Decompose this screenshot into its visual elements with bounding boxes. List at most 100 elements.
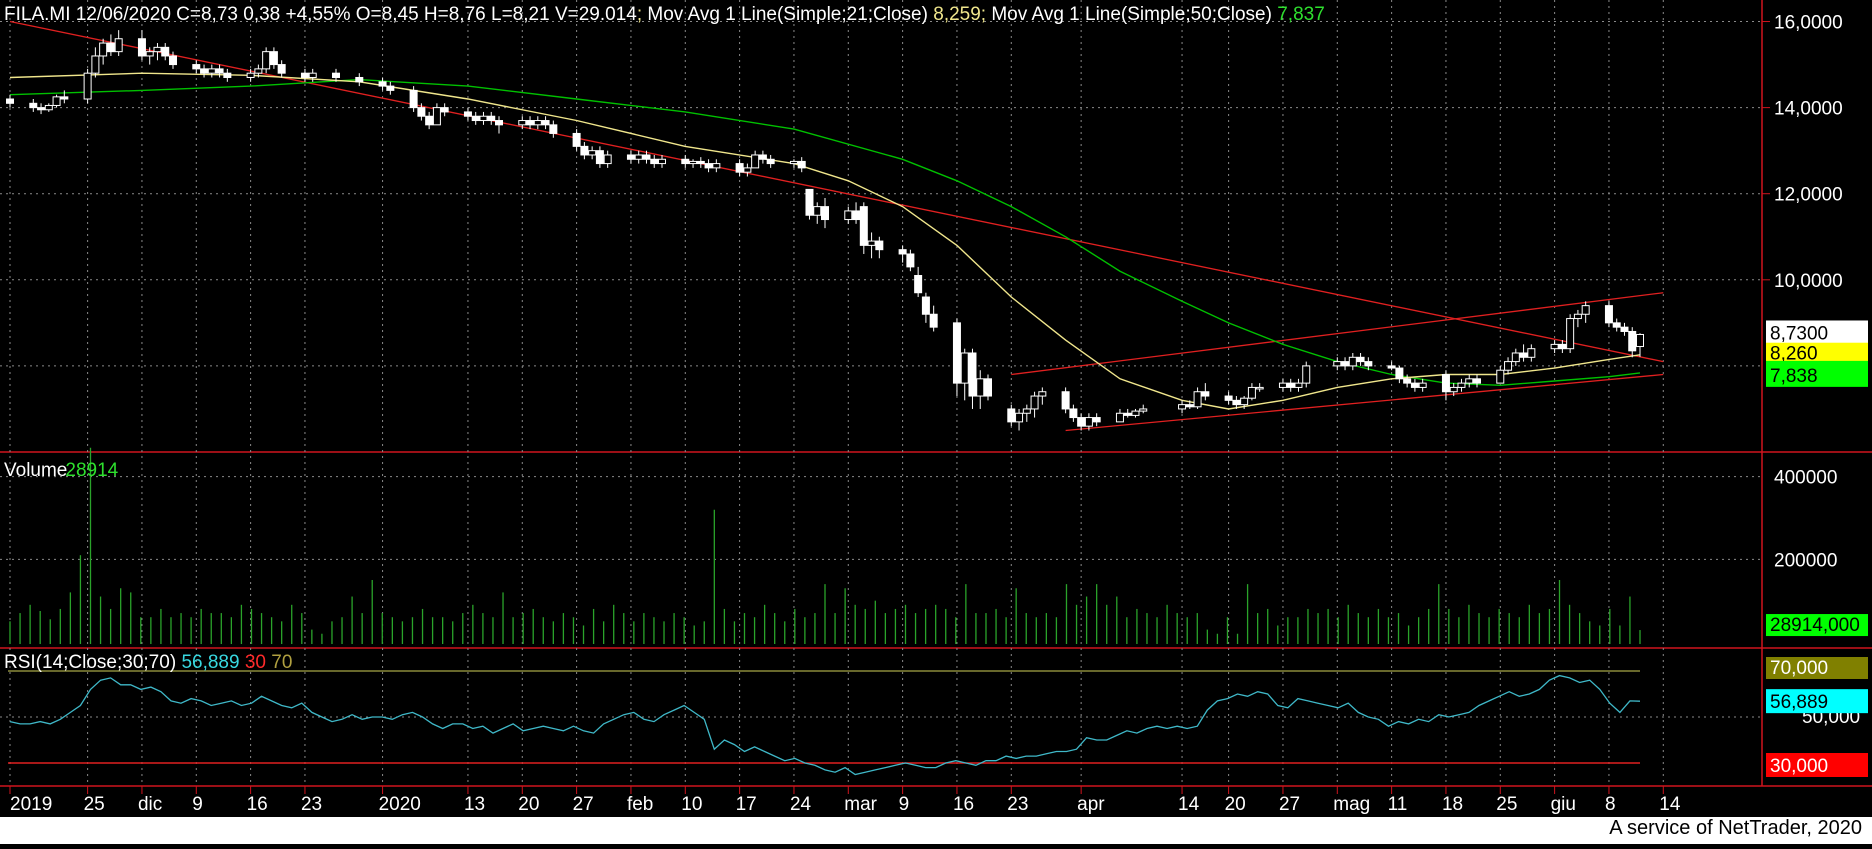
candle-body <box>595 150 604 165</box>
candle-body <box>409 89 418 109</box>
ma50-line <box>9 78 1641 387</box>
ma50-value: 7,837 <box>1277 4 1325 25</box>
ma21-price-tag-bg <box>1766 342 1868 365</box>
price-panel-header: FILA.MI 12/06/2020 C=8,73 0,38 +4,55% O=… <box>4 4 1325 26</box>
candle-body <box>1441 374 1450 393</box>
time-tick-label: 11 <box>1388 794 1408 815</box>
candle-body <box>952 322 961 384</box>
candle-body <box>386 85 395 91</box>
rsi-line <box>9 674 1641 776</box>
candle-body <box>1612 322 1621 328</box>
candle-body <box>6 98 14 104</box>
candle-body <box>1232 399 1241 406</box>
time-tick-label: 25 <box>84 794 105 815</box>
candle-body <box>1022 408 1031 414</box>
candle-body <box>751 154 760 169</box>
candle-body <box>300 72 309 78</box>
open-text: O=8,45 <box>355 4 419 25</box>
candle-body <box>960 352 969 384</box>
volume-tick-label: 200000 <box>1774 550 1837 571</box>
candle-body <box>215 68 224 74</box>
candle-body <box>83 72 92 100</box>
time-tick-label: 9 <box>192 794 203 815</box>
candle-body <box>153 46 162 53</box>
trendline <box>1011 292 1664 376</box>
candle-body <box>580 145 589 156</box>
low-text: L=8,21 <box>491 4 550 25</box>
candle-body <box>29 102 38 109</box>
candle-body <box>766 158 775 165</box>
candle-body <box>743 167 752 173</box>
volume-last-tag: 28914,000 <box>1770 615 1860 636</box>
time-tick-label: 17 <box>736 794 757 815</box>
candle-body <box>650 158 659 165</box>
high-text: H=8,76 <box>423 4 486 25</box>
candle-body <box>495 120 503 126</box>
candle-body <box>1387 365 1396 369</box>
candle-body <box>658 158 666 165</box>
volume-label: Volume <box>4 460 68 481</box>
candle-body <box>1620 326 1629 332</box>
candle-body <box>1278 382 1287 388</box>
time-tick-label: mag <box>1333 794 1370 815</box>
candle-body <box>378 81 387 87</box>
candle-body <box>1566 318 1575 350</box>
time-tick-label: apr <box>1077 794 1105 815</box>
candle-body <box>1636 333 1644 348</box>
ma21-price-tag: 8,260 <box>1770 344 1818 365</box>
price-tick-label: 16,0000 <box>1774 13 1843 34</box>
candle-body <box>114 38 123 53</box>
candle-body <box>145 51 154 57</box>
candle-body <box>549 124 558 134</box>
rsi-low-tag: 30,000 <box>1770 756 1828 777</box>
candle-body <box>1364 361 1373 367</box>
time-tick-label: 18 <box>1442 794 1463 815</box>
volume-last-tag-bg <box>1766 614 1868 637</box>
time-tick-label: mar <box>844 794 877 815</box>
candle-body <box>1007 408 1016 423</box>
candle-body <box>254 68 263 74</box>
time-tick-label: 9 <box>899 794 910 815</box>
candle-body <box>1077 417 1086 427</box>
candle-body <box>432 107 441 126</box>
candle-body <box>1247 386 1256 399</box>
candle-body <box>541 120 550 126</box>
ma21-label: Mov Avg 1 Line(Simple;21;Close) <box>647 4 928 25</box>
candle-body <box>1333 361 1342 367</box>
rsi-low-level: 30 <box>244 652 266 673</box>
time-tick-label: 2020 <box>379 794 421 815</box>
time-tick-label: 8 <box>1605 794 1616 815</box>
candle-body <box>867 240 876 246</box>
candle-body <box>44 104 53 111</box>
ma21-value: 8,259 <box>933 4 981 25</box>
candle-body <box>805 188 814 216</box>
candle-body <box>1123 412 1132 416</box>
candle-body <box>968 352 977 397</box>
candle-body <box>332 72 340 78</box>
candle-body <box>1410 382 1419 388</box>
candle-body <box>1496 369 1505 384</box>
candle-body <box>1418 382 1427 388</box>
candle-body <box>99 42 108 57</box>
time-tick-label: dic <box>138 794 162 815</box>
candle-body <box>1030 395 1039 410</box>
candle-body <box>1550 343 1559 350</box>
candle-body <box>704 163 713 169</box>
candle-body <box>1341 361 1350 367</box>
candle-body <box>479 115 488 122</box>
candle-body <box>626 154 635 160</box>
rsi-value-tag-bg <box>1766 689 1868 714</box>
time-tick-label: 20 <box>518 794 539 815</box>
ma50-price-tag-bg <box>1766 360 1868 387</box>
candle-body <box>797 160 806 169</box>
candle-body <box>471 115 480 122</box>
candle-body <box>161 46 170 57</box>
candle-body <box>1255 386 1264 390</box>
candle-body <box>223 72 232 78</box>
candle-body <box>1473 378 1481 384</box>
candle-body <box>1139 408 1148 412</box>
rsi-label: RSI(14;Close;30;70) <box>4 652 177 673</box>
time-tick-label: 14 <box>1659 794 1681 815</box>
candle-body <box>1286 382 1295 388</box>
